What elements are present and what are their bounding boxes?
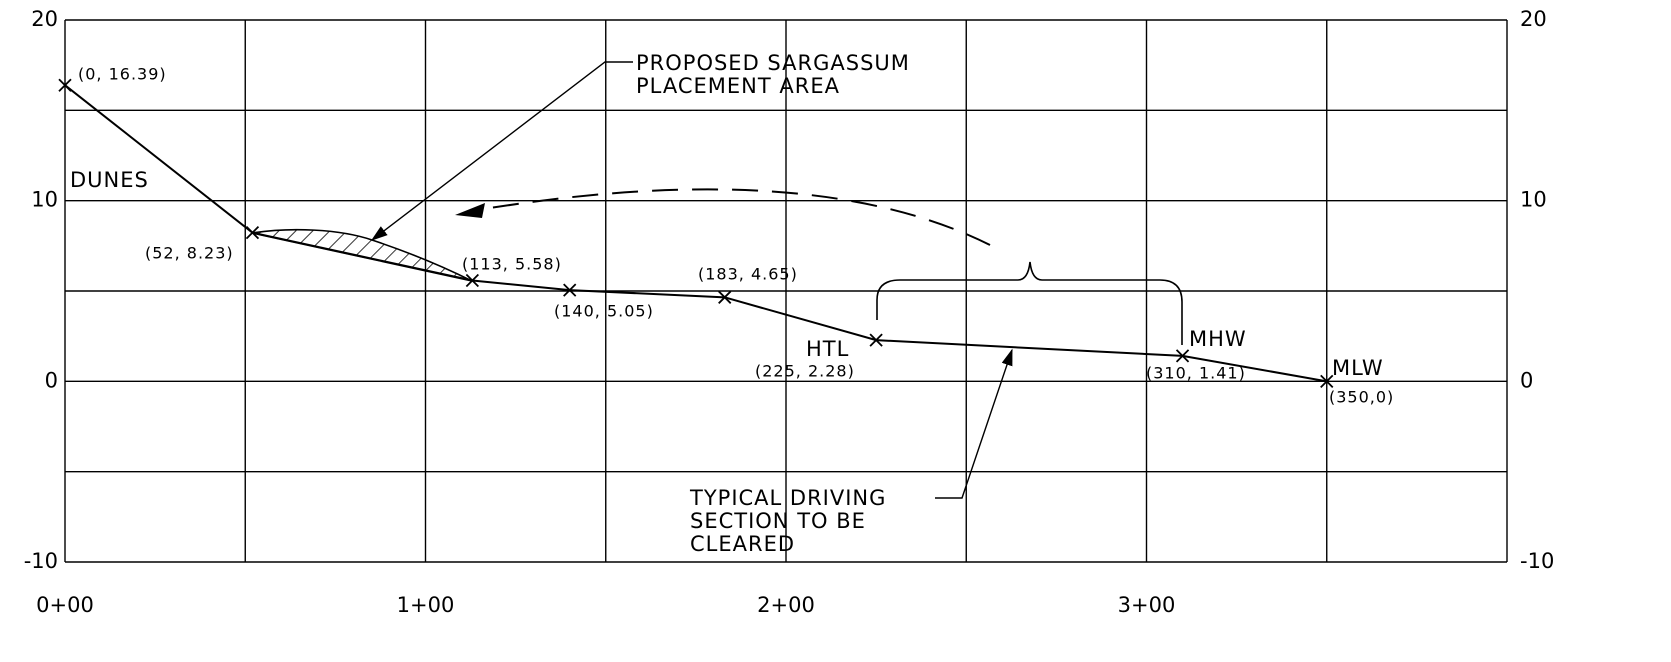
y-tick-label: 10 [31,188,58,212]
annotation: PLACEMENT AREA [636,74,840,98]
annotation: PROPOSED SARGASSUM [636,51,910,75]
grid [64,19,1508,563]
point-marker [1320,374,1334,388]
x-tick-label: 3+00 [1118,593,1176,617]
annotation: MLW [1332,356,1384,380]
arrow-head [455,203,485,218]
point-marker [563,283,577,297]
annotation: HTL [806,337,849,361]
point-label: (225, 2.28) [755,362,855,381]
profile-line [64,84,1327,383]
point-label: (113, 5.58) [462,255,562,274]
leader-line [370,61,633,241]
point-marker [869,333,883,347]
leader-line [935,348,1013,499]
y-tick-label: 20 [31,7,58,31]
point-label: (350,0) [1329,388,1394,407]
annotation: MHW [1189,327,1247,351]
brace [876,261,1183,345]
point-marker [465,273,480,288]
y2-tick-label: 10 [1520,188,1547,212]
annotation: TYPICAL DRIVING [689,486,886,510]
point-label: (310, 1.41) [1146,364,1246,383]
point-label: (140, 5.05) [554,302,654,321]
annotation: DUNES [70,168,149,192]
y2-tick-label: 0 [1520,368,1533,392]
point-label: (0, 16.39) [78,65,167,84]
y-tick-label: -10 [24,549,58,573]
point-label: (183, 4.65) [698,265,798,284]
point-marker [58,78,72,92]
point-marker [718,290,732,304]
annotation: CLEARED [690,532,795,556]
y2-tick-label: 20 [1520,7,1547,31]
x-tick-label: 0+00 [36,593,94,617]
x-tick-label: 1+00 [397,593,455,617]
y2-tick-label: -10 [1520,549,1554,573]
point-marker [1175,349,1190,363]
point-label: (52, 8.23) [145,244,234,263]
x-tick-label: 2+00 [757,593,815,617]
annotation: SECTION TO BE [690,509,866,533]
point-marker [245,226,260,240]
dashed-arc [489,188,991,246]
y-tick-label: 0 [45,368,58,392]
